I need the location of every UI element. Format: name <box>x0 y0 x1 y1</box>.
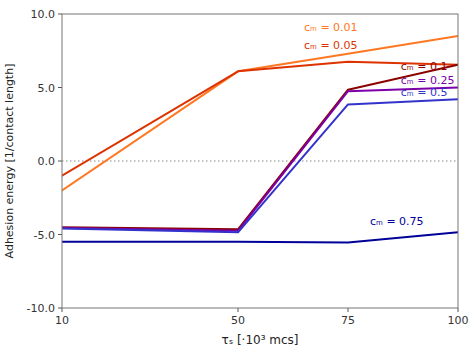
annotation: cₘ = 0.75 <box>370 215 424 228</box>
x-tick-label: 100 <box>448 314 469 327</box>
y-tick-label: 0.0 <box>38 155 56 168</box>
x-tick <box>238 308 239 312</box>
chart: 10 50 75 100 -10.0 -5.0 0.0 5.0 10.0 τₛ [·10³ mcs… <box>0 0 474 352</box>
y-tick-label: 10.0 <box>31 8 56 21</box>
series-line <box>62 36 458 190</box>
y-tick <box>58 234 62 235</box>
series-line <box>62 99 458 232</box>
chart-container: 10 50 75 100 -10.0 -5.0 0.0 5.0 10.0 τₛ [·10³ mcs… <box>0 0 474 352</box>
annotation: cₘ = 0.1 <box>401 60 448 73</box>
reference-line <box>62 161 458 162</box>
x-tick <box>458 308 459 312</box>
annotation: cₘ = 0.25 <box>401 74 455 87</box>
x-tick <box>62 308 63 312</box>
plot-background <box>62 14 458 308</box>
y-tick-label: 5.0 <box>38 82 56 95</box>
y-tick-label: -5.0 <box>34 229 55 242</box>
x-axis-label: τₛ [·10³ mcs] <box>221 333 298 347</box>
series-line <box>62 88 458 231</box>
plot-frame <box>62 14 458 308</box>
annotation: cₘ = 0.5 <box>401 86 448 99</box>
annotation: cₘ = 0.05 <box>304 39 358 52</box>
y-tick <box>58 87 62 88</box>
y-tick <box>58 161 62 162</box>
plot-area <box>62 36 458 243</box>
y-tick <box>58 308 62 309</box>
y-tick-label: -10.0 <box>27 302 55 315</box>
annotation: cₘ = 0.01 <box>304 21 358 34</box>
x-tick-label: 75 <box>341 314 355 327</box>
series-line <box>62 232 458 242</box>
x-tick-label: 50 <box>231 314 245 327</box>
x-tick-label: 10 <box>55 314 69 327</box>
y-tick <box>58 14 62 15</box>
y-axis-label: Adhesion energy [1/contact length] <box>3 64 16 259</box>
x-tick <box>348 308 349 312</box>
